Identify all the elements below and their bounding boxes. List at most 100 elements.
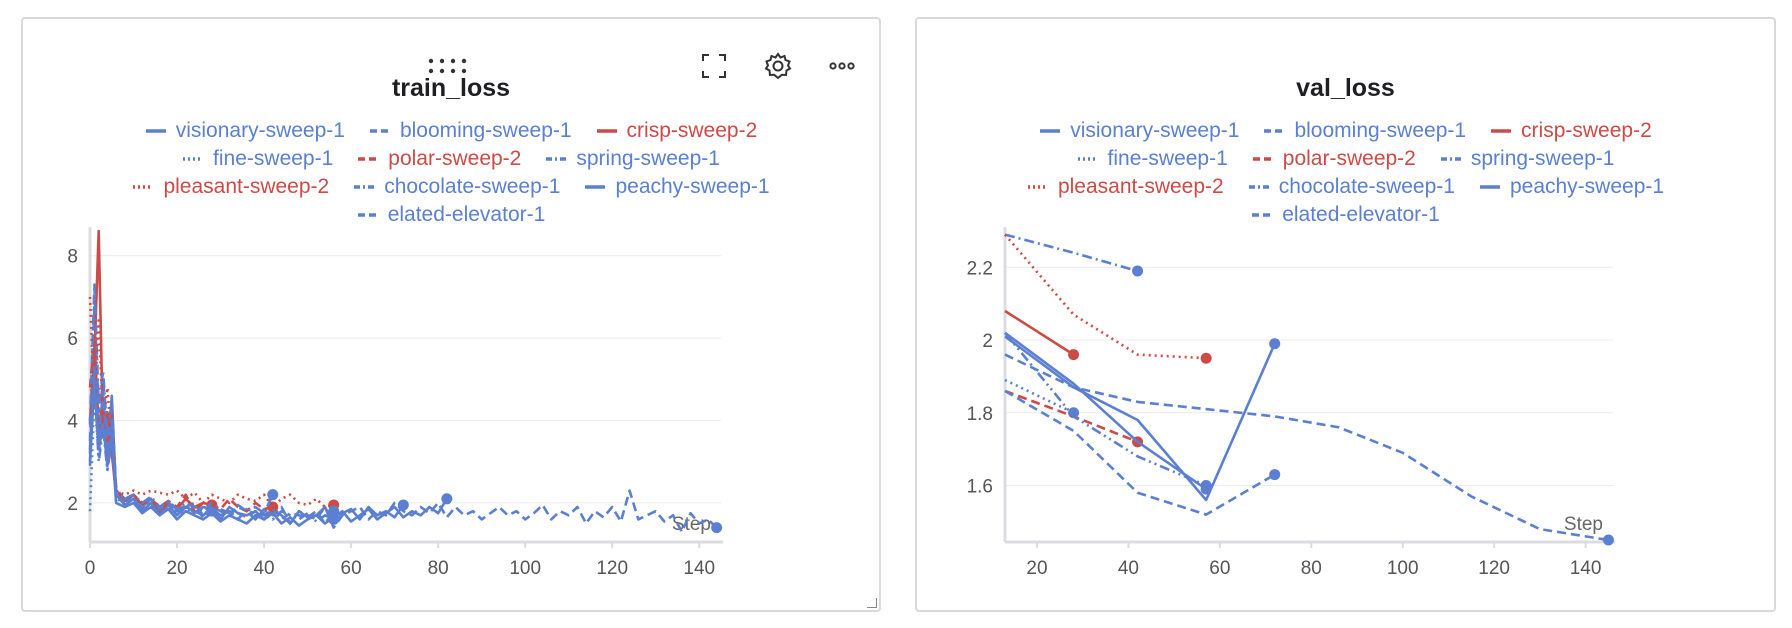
series-endpoint-blooming-sweep-1[interactable] (1602, 534, 1614, 546)
x-tick-label: 80 (428, 558, 449, 579)
legend-item[interactable]: pleasant-sweep-2 (1027, 175, 1224, 199)
legend-label: pleasant-sweep-2 (1057, 175, 1224, 198)
series-line-chocolate-sweep-1[interactable] (1003, 331, 1207, 487)
legend-item[interactable]: polar-sweep-2 (357, 147, 521, 171)
series-line-peachy-sweep-1[interactable] (88, 382, 448, 527)
legend-label: crisp-sweep-2 (626, 119, 758, 142)
legend-row: fine-sweep-1 polar-sweep-2 spring-sweep-1 (63, 145, 839, 173)
series-endpoint-elated-elevator-1[interactable] (328, 505, 340, 517)
resize-handle-icon[interactable] (867, 598, 877, 608)
legend-swatch (1077, 157, 1098, 161)
legend-item[interactable]: fine-sweep-1 (182, 147, 333, 171)
train-loss-panel: train_loss visionary-sweep-1 blooming-swe… (21, 17, 881, 612)
series-line-fine-sweep-1[interactable] (1004, 378, 1075, 414)
val-loss-plot: 1.6 1.8 2 2.2 20 40 60 80 100 120 140 Step (967, 227, 1615, 579)
series-line-blooming-sweep-1[interactable] (1004, 353, 1609, 542)
legend-row: elated-elevator-1 (957, 201, 1734, 229)
drag-handle-icon[interactable] (427, 57, 475, 77)
y-tick-label: 2.2 (967, 258, 993, 279)
legend-swatch (546, 157, 567, 161)
legend-label: visionary-sweep-1 (1070, 119, 1240, 142)
series-line-spring-sweep-1[interactable] (1004, 233, 1138, 273)
more-icon[interactable] (827, 51, 857, 81)
legend-label: polar-sweep-2 (1282, 147, 1416, 170)
legend-item[interactable]: chocolate-sweep-1 (353, 175, 560, 199)
y-tick-label: 1.8 (967, 404, 993, 425)
fullscreen-icon[interactable] (699, 51, 729, 81)
y-tick-label: 6 (67, 329, 78, 350)
series-line-elated-elevator-1[interactable] (88, 365, 335, 525)
series-line-visionary-sweep-1[interactable] (1004, 335, 1276, 502)
legend-swatch (1027, 185, 1048, 189)
y-tick-label: 1.6 (967, 476, 993, 497)
x-tick-label: 40 (1118, 558, 1139, 579)
series-endpoint-crisp-sweep-2[interactable] (1068, 349, 1080, 361)
y-tick-label: 2 (67, 494, 78, 515)
x-tick-label: 100 (1387, 558, 1419, 579)
x-tick-label: 40 (253, 558, 274, 579)
x-tick-label: 120 (1478, 558, 1510, 579)
legend-item[interactable]: spring-sweep-1 (545, 147, 720, 171)
legend-item[interactable]: chocolate-sweep-1 (1248, 175, 1455, 199)
legend-item[interactable]: peachy-sweep-1 (1479, 175, 1664, 199)
legend-item[interactable]: elated-elevator-1 (1251, 203, 1440, 227)
series-line-polar-sweep-2[interactable] (88, 336, 274, 513)
series-line-pleasant-sweep-2[interactable] (88, 296, 334, 509)
legend-row: pleasant-sweep-2 chocolate-sweep-1 peachy-… (957, 173, 1734, 201)
legend-item[interactable]: blooming-sweep-1 (1263, 119, 1466, 143)
legend-item[interactable]: peachy-sweep-1 (584, 175, 770, 199)
series-line-elated-elevator-1[interactable] (1004, 389, 1276, 516)
legend-swatch (358, 157, 379, 161)
series-endpoint-pleasant-sweep-2[interactable] (1200, 352, 1212, 364)
legend-label: pleasant-sweep-2 (163, 175, 330, 198)
legend-swatch (1252, 157, 1273, 161)
legend-item[interactable]: pleasant-sweep-2 (132, 175, 329, 199)
series-endpoint-spring-sweep-1[interactable] (1132, 265, 1144, 277)
series-endpoint-blooming-sweep-1[interactable] (711, 522, 723, 534)
chart-legend: visionary-sweep-1 blooming-sweep-1 crisp-s… (63, 117, 839, 229)
series-line-spring-sweep-1[interactable] (88, 283, 274, 515)
series-line-peachy-sweep-1[interactable] (1004, 331, 1207, 491)
val-loss-panel: val_loss visionary-sweep-1 blooming-sweep… (915, 17, 1776, 612)
legend-swatch (354, 185, 375, 189)
y-tick-label: 4 (67, 412, 78, 433)
series-endpoint-peachy-sweep-1[interactable] (441, 493, 453, 505)
legend-label: chocolate-sweep-1 (1278, 175, 1455, 198)
legend-swatch (1491, 129, 1512, 133)
legend-swatch (145, 129, 166, 133)
legend-item[interactable]: crisp-sweep-2 (1490, 119, 1652, 143)
series-endpoint-elated-elevator-1[interactable] (1269, 469, 1281, 481)
x-tick-label: 20 (1026, 558, 1047, 579)
legend-item[interactable]: elated-elevator-1 (357, 203, 545, 227)
chart-title: train_loss (391, 74, 511, 102)
x-tick-label: 60 (341, 558, 362, 579)
legend-swatch (133, 185, 154, 189)
x-tick-label: 120 (596, 558, 628, 579)
legend-label: chocolate-sweep-1 (384, 175, 561, 198)
legend-item[interactable]: polar-sweep-2 (1252, 147, 1416, 171)
legend-item[interactable]: blooming-sweep-1 (369, 119, 572, 143)
series-endpoint-visionary-sweep-1[interactable] (1269, 338, 1281, 350)
series-endpoint-spring-sweep-1[interactable] (267, 489, 279, 501)
series-endpoint-peachy-sweep-1[interactable] (1200, 483, 1212, 495)
legend-label: peachy-sweep-1 (615, 175, 770, 198)
legend-swatch (1479, 185, 1500, 189)
gear-icon[interactable] (763, 51, 793, 81)
legend-label: blooming-sweep-1 (1294, 119, 1467, 142)
legend-row: pleasant-sweep-2 chocolate-sweep-1 peachy-… (63, 173, 839, 201)
legend-swatch (369, 129, 390, 133)
legend-item[interactable]: visionary-sweep-1 (145, 119, 345, 143)
legend-item[interactable]: fine-sweep-1 (1077, 147, 1228, 171)
legend-item[interactable]: visionary-sweep-1 (1039, 119, 1239, 143)
series-line-crisp-sweep-2[interactable] (1004, 309, 1075, 356)
legend-swatch (596, 129, 617, 133)
legend-item[interactable]: crisp-sweep-2 (596, 119, 758, 143)
legend-item[interactable]: spring-sweep-1 (1440, 147, 1614, 171)
legend-row: elated-elevator-1 (63, 201, 839, 229)
x-tick-label: 140 (1570, 558, 1602, 579)
x-tick-label: 100 (509, 558, 541, 579)
x-tick-label: 140 (683, 558, 715, 579)
series-line-polar-sweep-2[interactable] (1004, 389, 1139, 444)
x-axis-label: Step (1564, 514, 1603, 535)
chart-title: val_loss (1296, 74, 1395, 102)
